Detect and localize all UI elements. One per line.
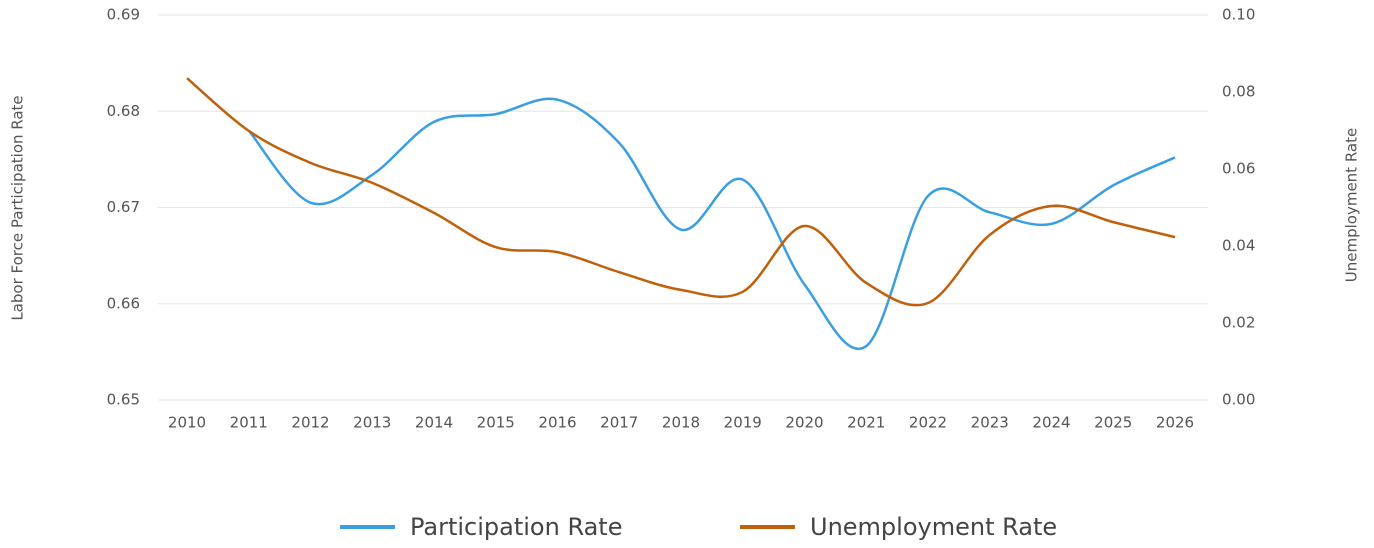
y2-axis-label: Unemployment Rate xyxy=(1343,128,1361,282)
x-tick-label: 2020 xyxy=(785,414,823,432)
y2-tick-label: 0.04 xyxy=(1222,237,1255,255)
y-tick-label: 0.69 xyxy=(107,6,140,24)
x-tick-label: 2016 xyxy=(538,414,576,432)
x-tick-label: 2019 xyxy=(724,414,762,432)
y-tick-label: 0.66 xyxy=(107,294,140,312)
y2-tick-label: 0.10 xyxy=(1222,6,1255,24)
y2-tick-label: 0.08 xyxy=(1222,83,1255,101)
y-tick-label: 0.67 xyxy=(107,198,140,216)
legend-label: Unemployment Rate xyxy=(810,513,1057,541)
x-tick-label: 2021 xyxy=(847,414,885,432)
series-line xyxy=(247,97,1176,350)
y2-tick-label: 0.06 xyxy=(1222,160,1255,178)
x-tick-label: 2017 xyxy=(600,414,638,432)
x-tick-label: 2022 xyxy=(909,414,947,432)
y-axis-label: Labor Force Participation Rate xyxy=(9,95,27,320)
x-tick-label: 2015 xyxy=(477,414,515,432)
x-tick-label: 2026 xyxy=(1156,414,1194,432)
x-tick-label: 2012 xyxy=(291,414,329,432)
y-tick-label: 0.68 xyxy=(107,102,140,120)
y-tick-label: 0.65 xyxy=(107,391,140,409)
x-tick-label: 2010 xyxy=(168,414,206,432)
x-tick-label: 2024 xyxy=(1032,414,1070,432)
y2-tick-label: 0.02 xyxy=(1222,314,1255,332)
x-tick-label: 2014 xyxy=(415,414,453,432)
legend-label: Participation Rate xyxy=(410,513,622,541)
x-tick-label: 2025 xyxy=(1094,414,1132,432)
x-tick-label: 2023 xyxy=(971,414,1009,432)
series-line xyxy=(186,77,1176,307)
y2-tick-label: 0.00 xyxy=(1222,391,1255,409)
x-tick-label: 2018 xyxy=(662,414,700,432)
x-tick-label: 2013 xyxy=(353,414,391,432)
x-tick-label: 2011 xyxy=(230,414,268,432)
